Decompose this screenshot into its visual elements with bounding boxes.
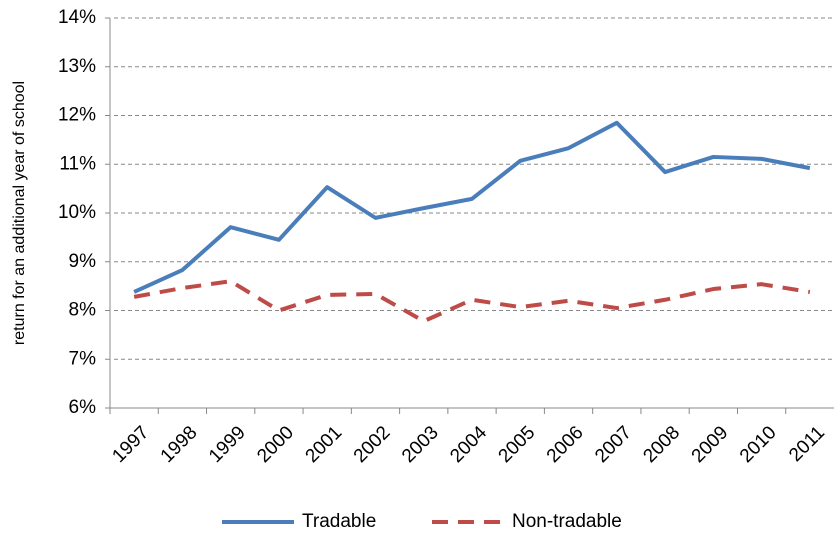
x-tick-label: 2001 — [302, 422, 347, 467]
x-tick-label: 2005 — [495, 422, 540, 467]
y-tick-label: 10% — [58, 202, 96, 223]
x-tick-label: 1998 — [157, 422, 202, 467]
y-tick-label: 9% — [69, 251, 97, 272]
y-tick-label: 14% — [58, 7, 96, 28]
series-line — [133, 120, 811, 294]
x-tick-label: 2002 — [350, 422, 395, 467]
x-tick-label: 2010 — [736, 422, 781, 467]
y-tick-label: 13% — [58, 56, 96, 77]
y-tick-label: 8% — [69, 300, 97, 321]
x-tick-label: 2009 — [688, 422, 733, 467]
y-tick-label: 6% — [69, 397, 97, 418]
x-tick-label: 2003 — [398, 422, 443, 467]
series-line — [133, 279, 811, 324]
legend-label: Tradable — [302, 511, 376, 532]
x-tick-label: 2004 — [446, 422, 491, 467]
x-tick-label: 1997 — [108, 422, 153, 467]
x-tick-label: 2000 — [253, 422, 298, 467]
legend-label: Non-tradable — [512, 511, 622, 532]
x-tick-label: 1999 — [205, 422, 250, 467]
y-tick-label: 7% — [69, 348, 97, 369]
x-tick-label: 2008 — [639, 422, 684, 467]
y-axis-title: return for an additional year of school — [11, 81, 28, 345]
y-tick-label: 12% — [58, 105, 96, 126]
x-tick-label: 2011 — [785, 422, 829, 466]
x-tick-label: 2007 — [591, 422, 636, 467]
x-tick-label: 2006 — [543, 422, 588, 467]
y-tick-label: 11% — [59, 153, 96, 174]
